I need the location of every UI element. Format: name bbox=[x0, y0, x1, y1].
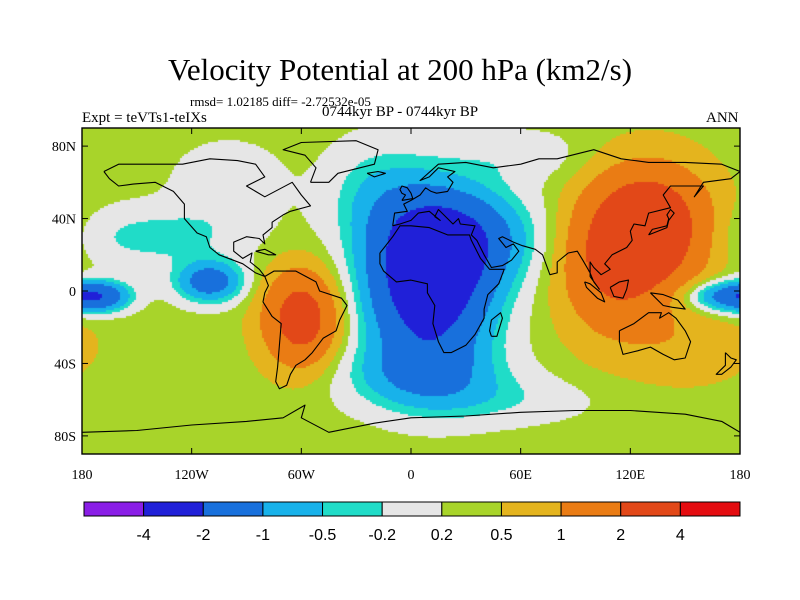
velocity-potential-field bbox=[82, 128, 740, 454]
x-tick-label: 180 bbox=[72, 468, 93, 483]
coastline-new-zealand bbox=[715, 352, 737, 375]
colorbar-label: 1 bbox=[557, 527, 566, 544]
period-label: 0744kyr BP - 0744kyr BP bbox=[322, 104, 479, 120]
chart-title: Velocity Potential at 200 hPa (km2/s) bbox=[167, 52, 633, 87]
colorbar-swatch bbox=[262, 501, 324, 517]
colorbar-swatch bbox=[322, 501, 383, 517]
y-tick-label: 40S bbox=[54, 357, 76, 372]
coastline-new-guinea bbox=[650, 292, 686, 310]
coastline-iceland bbox=[366, 170, 386, 178]
coastline-africa bbox=[379, 225, 505, 354]
colorbar-label: 0.5 bbox=[490, 527, 512, 544]
x-tick-label: 120E bbox=[616, 468, 646, 483]
coastlines bbox=[82, 140, 740, 433]
y-tick-label: 0 bbox=[69, 285, 76, 300]
colorbar-swatch bbox=[202, 501, 264, 517]
x-tick-label: 0 bbox=[408, 468, 415, 483]
stats-label: rmsd= 1.02185 diff= -2.72532e-05 bbox=[190, 94, 371, 109]
colorbar-label: -1 bbox=[256, 527, 270, 544]
y-tick-label: 40N bbox=[52, 213, 76, 228]
colorbar-swatch bbox=[441, 501, 502, 517]
colorbar-label: -4 bbox=[137, 527, 151, 544]
coastline-japan bbox=[648, 208, 675, 236]
colorbar-label: -0.2 bbox=[368, 527, 396, 544]
colorbar-label: 4 bbox=[676, 527, 685, 544]
colorbar-swatch bbox=[620, 501, 681, 517]
coastline-eurasia bbox=[392, 149, 740, 290]
colorbar-label: -0.5 bbox=[309, 527, 337, 544]
colorbar-label: 0.2 bbox=[431, 527, 453, 544]
colorbar-swatch bbox=[679, 501, 741, 517]
coastline-sumatra bbox=[584, 281, 606, 303]
colorbar-swatch bbox=[500, 501, 562, 517]
experiment-label: Expt = teVTs1-teIXs bbox=[82, 110, 207, 126]
y-tick-label: 80S bbox=[54, 430, 76, 445]
coastline-borneo bbox=[609, 279, 630, 299]
x-tick-label: 180 bbox=[730, 468, 751, 483]
colorbar-swatch bbox=[381, 501, 443, 517]
colorbar-swatch bbox=[83, 501, 145, 517]
coastline-caribbean bbox=[255, 248, 277, 256]
x-tick-label: 120W bbox=[175, 468, 210, 483]
coastline-uk bbox=[399, 185, 414, 201]
colorbar-swatch bbox=[560, 501, 622, 517]
colorbar-label: -2 bbox=[196, 527, 210, 544]
coastline-madagascar bbox=[489, 312, 503, 337]
coastline-antarctica bbox=[82, 404, 740, 433]
x-tick-label: 60E bbox=[509, 468, 532, 483]
colorbar-label: 2 bbox=[616, 527, 625, 544]
season-label: ANN bbox=[706, 110, 739, 126]
colorbar-swatch bbox=[143, 501, 204, 517]
coastline-australia bbox=[618, 312, 692, 361]
x-tick-label: 60W bbox=[288, 468, 316, 483]
coastline-south-america bbox=[262, 270, 348, 390]
y-tick-label: 80N bbox=[52, 140, 76, 155]
coastline-north-america bbox=[103, 158, 312, 278]
coastline-greenland bbox=[282, 140, 379, 183]
